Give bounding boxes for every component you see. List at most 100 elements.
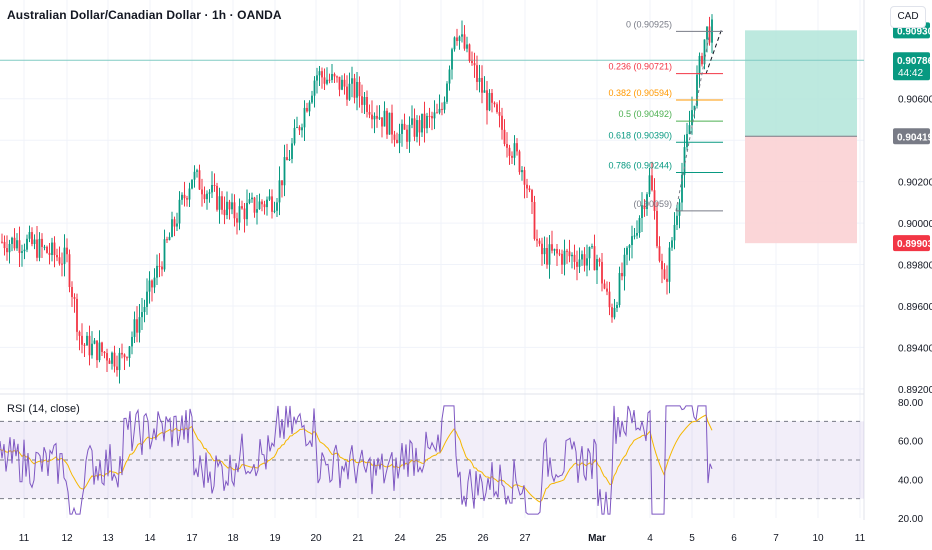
candle-body: [83, 344, 86, 346]
price-axis-tick: 0.89600: [898, 302, 932, 313]
candle-body: [451, 49, 453, 70]
candle-body: [406, 129, 408, 142]
candle-body: [488, 93, 491, 111]
candle-body: [461, 34, 463, 37]
candle-body: [538, 240, 541, 244]
candle-body: [11, 237, 13, 244]
candle-body: [81, 335, 83, 345]
price-axis-tick: 0.90000: [898, 219, 932, 230]
candle-body: [88, 335, 91, 356]
candle-body: [63, 247, 66, 264]
currency-button[interactable]: CAD: [890, 6, 926, 28]
candle-body: [118, 352, 121, 371]
rsi-label[interactable]: RSI (14, close): [7, 403, 80, 415]
projection-line: [705, 28, 723, 75]
candle-body: [561, 253, 563, 265]
candle-body: [501, 115, 503, 130]
candle-body: [318, 71, 321, 76]
candle-body: [321, 71, 323, 78]
candle-body: [281, 180, 283, 186]
candle-body: [78, 331, 81, 336]
candle-body: [603, 283, 606, 289]
candle-body: [533, 202, 536, 239]
candle-body: [671, 240, 673, 248]
time-axis-label: 19: [269, 533, 281, 544]
candle-body: [583, 254, 586, 266]
candle-body: [323, 77, 326, 84]
symbol-title[interactable]: Australian Dollar/Canadian Dollar · 1h ·…: [7, 8, 282, 22]
rsi-pane: 80.00 60.00 40.00 20.00: [0, 398, 923, 525]
candle-body: [688, 125, 691, 135]
price-tag-label: 0.90930: [897, 26, 932, 37]
time-axis-label: Mar: [588, 533, 606, 544]
candle-body: [26, 238, 28, 250]
candle-body: [473, 63, 476, 66]
candle-body: [426, 115, 428, 129]
candle-body: [33, 239, 36, 245]
candle-body: [418, 120, 421, 133]
candle-body: [228, 201, 231, 210]
candle-body: [641, 205, 643, 219]
price-axis[interactable]: 0.90600 0.90200 0.90000 0.89800 0.89600 0.894…: [893, 22, 932, 396]
candle-body: [506, 143, 508, 148]
candle-body: [218, 196, 221, 210]
candle-body: [138, 317, 141, 333]
candle-body: [308, 102, 311, 112]
candle-body: [231, 202, 233, 210]
candle-body: [591, 246, 593, 248]
candle-body: [526, 184, 528, 189]
candle-body: [503, 129, 506, 144]
fib-level-label: 0 (0.90925): [626, 19, 672, 29]
candle-body: [611, 307, 613, 318]
candle-body: [608, 291, 611, 308]
candle-body: [398, 133, 401, 144]
candle-body: [643, 205, 646, 210]
candle-body: [163, 239, 166, 270]
candle-body: [246, 202, 248, 220]
fib-level-label: 0.236 (0.90721): [608, 62, 672, 72]
candle-body: [546, 248, 548, 265]
candle-body: [458, 36, 461, 42]
time-axis-label: 18: [227, 533, 239, 544]
candle-body: [53, 242, 56, 256]
price-tag-label: 0.90786: [897, 56, 932, 67]
time-axis-label: 17: [186, 533, 198, 544]
candle-body: [343, 79, 346, 87]
candle-body: [598, 259, 601, 262]
candle-body: [96, 340, 98, 361]
candle-body: [348, 83, 351, 100]
fibonacci-retracement[interactable]: 0 (0.90925) 0.236 (0.90721) 0.382 (0.90594…: [608, 19, 723, 212]
candle-body: [266, 199, 268, 208]
candle-body: [198, 170, 201, 190]
candle-body: [86, 335, 88, 346]
candle-body: [571, 254, 573, 257]
candle-body: [16, 240, 18, 249]
candle-body: [383, 110, 386, 127]
candle-body: [486, 90, 488, 111]
candle-body: [696, 74, 698, 106]
candle-body: [71, 287, 73, 298]
candle-body: [158, 265, 161, 267]
candle-body: [111, 352, 113, 364]
candle-body: [358, 81, 361, 97]
rsi-line: [0, 405, 713, 515]
candle-body: [258, 201, 261, 210]
time-axis[interactable]: 11 12 13 14 17 18 19 20 21 24 25 26 27 Mar 4 5 6 7 10 11: [19, 533, 866, 544]
candle-body: [631, 236, 633, 246]
candle-body: [456, 37, 458, 42]
candle-body: [216, 185, 218, 210]
candle-body: [213, 185, 216, 187]
time-axis-label: 21: [352, 533, 364, 544]
candle-body: [148, 280, 151, 292]
long-position-tool[interactable]: [745, 30, 857, 244]
candle-body: [556, 248, 558, 254]
candle-body: [316, 75, 318, 81]
candle-body: [378, 117, 381, 119]
candle-body: [21, 251, 23, 253]
candle-body: [563, 250, 566, 265]
candle-body: [403, 123, 406, 130]
candle-body: [238, 206, 241, 223]
rsi-axis-tick: 20.00: [898, 514, 923, 525]
candle-body: [633, 235, 636, 237]
